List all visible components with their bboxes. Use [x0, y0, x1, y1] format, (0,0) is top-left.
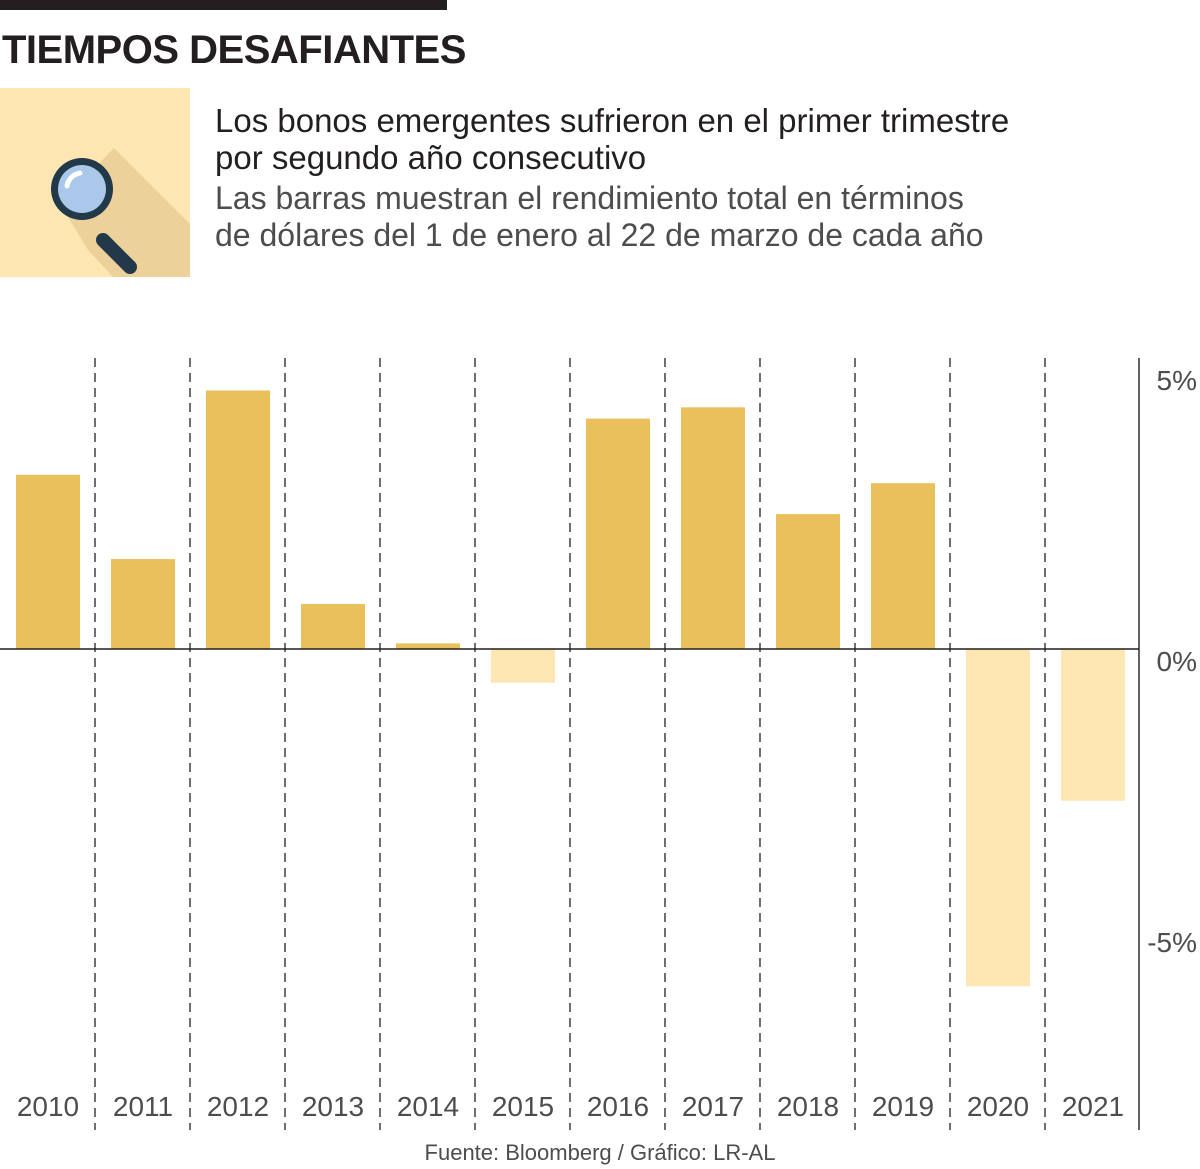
x-tick-label: 2021	[1062, 1091, 1124, 1122]
bar-2013	[301, 604, 365, 649]
x-tick-label: 2010	[17, 1091, 79, 1122]
lens-highlight	[64, 170, 83, 189]
x-tick-label: 2016	[587, 1091, 649, 1122]
chart-subhead: Las barras muestran el rendimiento total…	[215, 180, 1195, 254]
source-note: Fuente: Bloomberg / Gráfico: LR-AL	[424, 1140, 776, 1165]
bar-2017	[681, 407, 745, 649]
headline-line-1: Los bonos emergentes sufrieron en el pri…	[215, 102, 1010, 139]
x-tick-label: 2013	[302, 1091, 364, 1122]
y-tick-label: 0%	[1157, 646, 1197, 677]
magnifier-handle	[96, 233, 137, 274]
bar-2012	[206, 390, 270, 649]
x-tick-label: 2019	[872, 1091, 934, 1122]
x-tick-label: 2014	[397, 1091, 459, 1122]
bar-2018	[776, 514, 840, 649]
page-title: TIEMPOS DESAFIANTES	[2, 28, 466, 72]
bar-2021	[1061, 649, 1125, 801]
chart-headline: Los bonos emergentes sufrieron en el pri…	[215, 102, 1195, 176]
x-tick-label: 2020	[967, 1091, 1029, 1122]
headline-line-2: por segundo año consecutivo	[215, 139, 647, 176]
bar-2019	[871, 483, 935, 649]
bar-2010	[16, 474, 80, 649]
bar-2016	[586, 418, 650, 649]
x-tick-label: 2018	[777, 1091, 839, 1122]
x-tick-label: 2017	[682, 1091, 744, 1122]
bar-2020	[966, 649, 1030, 987]
bar-2015	[491, 649, 555, 683]
y-tick-label: 5%	[1157, 365, 1197, 396]
x-tick-label: 2015	[492, 1091, 554, 1122]
bar-2011	[111, 559, 175, 649]
y-tick-label: -5%	[1147, 927, 1197, 958]
x-tick-label: 2012	[207, 1091, 269, 1122]
bar-2014	[396, 643, 460, 649]
bar-chart: 5% 0% -5% 2010 2011 2012 2013 2014 2015 2016 2017 2…	[0, 358, 1197, 1130]
magnifier-icon	[0, 88, 190, 277]
title-rule	[0, 0, 447, 10]
subhead-line-1: Las barras muestran el rendimiento total…	[215, 180, 964, 216]
x-tick-label: 2011	[113, 1091, 173, 1122]
subhead-line-2: de dólares del 1 de enero al 22 de marzo…	[215, 217, 984, 253]
